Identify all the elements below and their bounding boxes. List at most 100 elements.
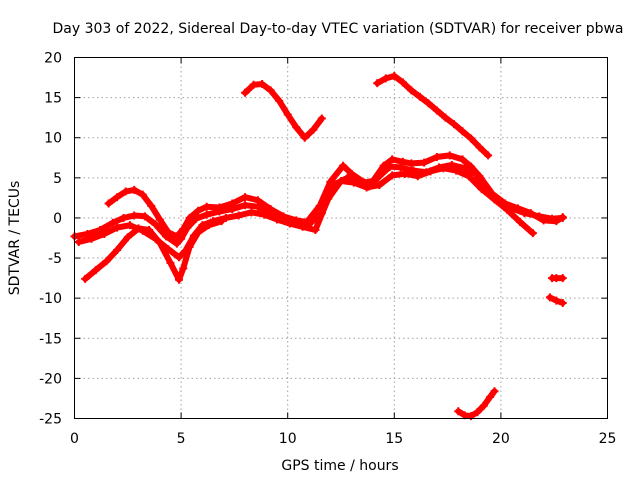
data-point [185,242,194,251]
data-point [503,205,512,214]
data-point [202,210,211,219]
data-point [454,407,463,416]
data-point [247,208,256,217]
data-point [145,225,154,234]
data-point [194,206,203,215]
data-point [166,258,175,267]
data-point [204,221,213,230]
y-tick-label: 20 [44,51,62,67]
data-point [260,210,269,219]
data-point [258,79,267,88]
data-point [349,178,358,187]
data-point [113,246,122,255]
data-point [432,106,441,115]
y-tick-label: 15 [44,91,62,107]
y-tick-label: -20 [39,371,62,387]
x-tick-label: 10 [279,431,297,447]
data-point [162,232,171,241]
data-point [125,221,134,230]
data-point [415,92,424,101]
y-tick-label: -15 [39,331,62,347]
data-point [215,207,224,216]
data-point [311,225,320,234]
data-point [298,222,307,231]
data-point [398,78,407,87]
data-point [558,213,567,222]
y-tick-label: 5 [53,171,62,187]
data-point [545,293,554,302]
chart-title: Day 303 of 2022, Sidereal Day-to-day VTE… [52,21,623,37]
data-point [449,120,458,129]
data-point [102,257,111,266]
data-point [292,123,301,132]
x-tick-label: 25 [599,431,617,447]
series-track-e [242,81,325,141]
data-point [183,223,192,232]
data-point [452,166,461,175]
data-point [87,234,96,243]
x-axis-title: GPS time / hours [281,458,398,474]
data-point [253,202,262,211]
data-point [130,185,139,194]
data-point [172,239,181,248]
y-tick-label: 0 [53,211,62,227]
data-point [373,79,382,88]
data-point [362,183,371,192]
data-point [134,224,143,233]
y-tick-label: -10 [39,291,62,307]
data-point [420,158,429,167]
data-point [375,172,384,181]
data-point [147,201,156,210]
data-point [104,199,113,208]
data-point [266,86,275,95]
data-point [471,169,480,178]
data-point [285,219,294,228]
data-point [74,238,83,247]
data-point [390,71,399,80]
data-point [179,264,188,273]
data-point [441,113,450,122]
series-track-f [374,73,492,159]
data-point [460,164,469,173]
data-point [91,266,100,275]
data-point [324,194,333,203]
data-point [273,215,282,224]
x-tick-label: 0 [70,431,79,447]
data-point [475,143,484,152]
data-point [174,253,183,262]
data-point [108,218,117,227]
data-point [375,181,384,190]
data-point [241,201,250,210]
data-point [396,163,405,172]
data-point [275,96,284,105]
data-point [477,185,486,194]
series-layer [70,71,567,421]
data-point [432,152,441,161]
data-point [119,213,128,222]
data-point [155,215,164,224]
data-point [309,125,318,134]
data-point [138,190,147,199]
data-point [337,177,345,186]
data-point [558,298,567,307]
data-point [234,211,243,220]
data-point [100,229,109,238]
data-point [548,214,557,223]
data-point [400,169,409,178]
data-point [473,408,482,417]
data-point [113,193,122,202]
x-tick-label: 20 [492,431,510,447]
data-point [528,229,537,238]
data-point [458,155,467,164]
data-point [424,99,433,108]
data-point [241,88,250,97]
data-point [221,213,230,222]
data-point [552,296,561,305]
data-point [241,193,250,202]
data-point [388,155,397,164]
plot-frame [74,57,608,419]
data-point [228,205,237,214]
data-point [388,171,397,180]
data-point [121,187,130,196]
